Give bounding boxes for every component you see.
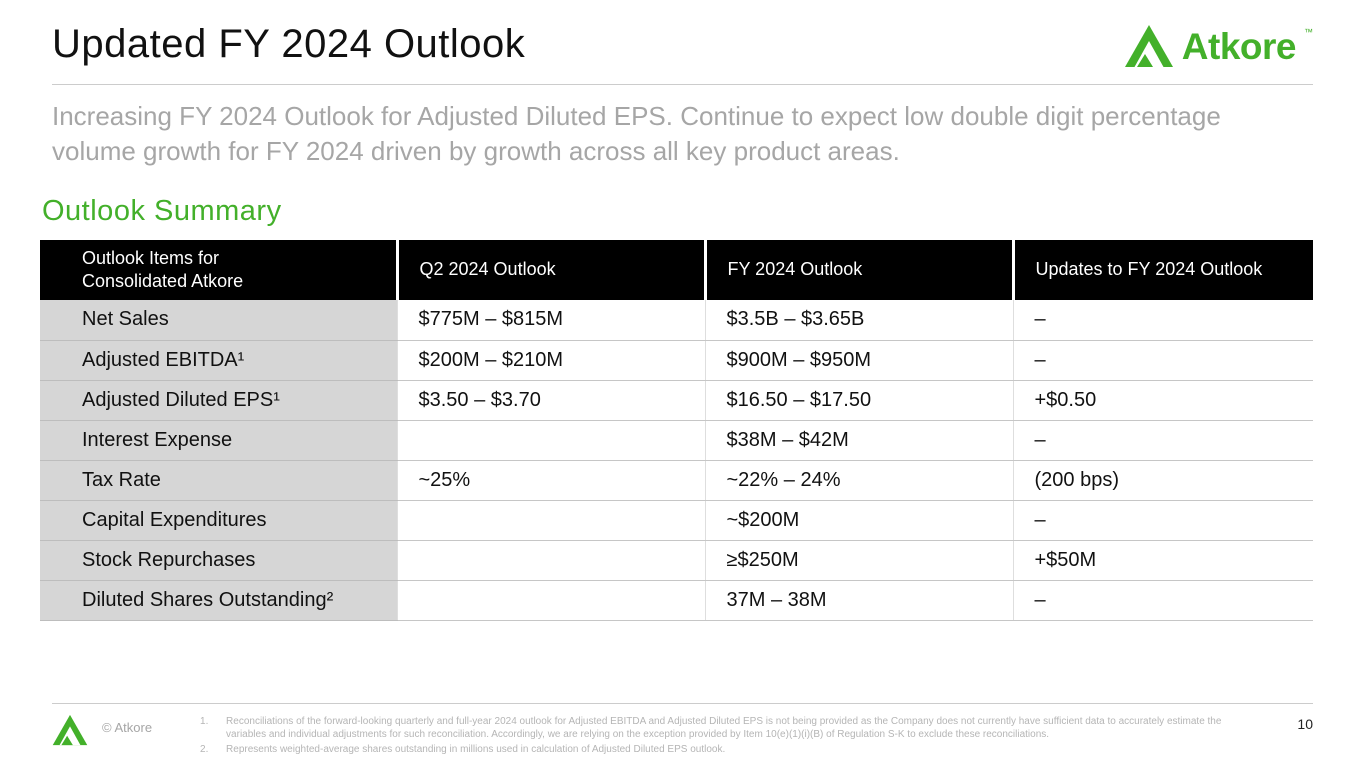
table-row: Adjusted Diluted EPS¹ $3.50 – $3.70 $16.…: [40, 380, 1313, 421]
table-row: Tax Rate ~25% ~22% – 24% (200 bps): [40, 460, 1313, 501]
cell-q2: [396, 580, 705, 621]
footer-divider: [52, 703, 1313, 704]
cell-q2: $775M – $815M: [396, 300, 705, 341]
header-updates-fy-2024-outlook: Updates to FY 2024 Outlook: [1011, 240, 1313, 301]
atkore-logo: Atkore ™: [1124, 24, 1313, 68]
table-header-row: Outlook Items for Consolidated Atkore Q2…: [40, 240, 1313, 301]
slide-footer: © Atkore 1. Reconciliations of the forwa…: [52, 703, 1313, 756]
cell-update: –: [1012, 580, 1313, 621]
row-label: Adjusted Diluted EPS¹: [40, 380, 397, 421]
cell-q2: ~25%: [396, 460, 705, 501]
row-label: Net Sales: [40, 300, 397, 341]
cell-q2: [396, 500, 705, 541]
cell-q2: $200M – $210M: [396, 340, 705, 381]
cell-update: (200 bps): [1012, 460, 1313, 501]
cell-fy: $38M – $42M: [704, 420, 1013, 461]
row-label: Stock Repurchases: [40, 540, 397, 581]
slide-subtitle: Increasing FY 2024 Outlook for Adjusted …: [52, 101, 1221, 167]
cell-q2: $3.50 – $3.70: [396, 380, 705, 421]
footer-row: © Atkore 1. Reconciliations of the forwa…: [52, 712, 1313, 756]
row-label: Diluted Shares Outstanding²: [40, 580, 397, 621]
cell-update: –: [1012, 300, 1313, 341]
cell-update: –: [1012, 340, 1313, 381]
cell-fy: ~22% – 24%: [704, 460, 1013, 501]
cell-q2: [396, 540, 705, 581]
section-heading: Outlook Summary: [42, 195, 282, 228]
page-number: 10: [1297, 716, 1313, 732]
atkore-footer-triangle-icon: [52, 714, 88, 746]
page-title: Updated FY 2024 Outlook: [52, 22, 526, 66]
footnote-text: Represents weighted-average shares outst…: [226, 744, 726, 755]
footnote-text: Reconciliations of the forward-looking q…: [226, 716, 1222, 740]
title-divider: [52, 84, 1313, 85]
slide-header: Updated FY 2024 Outlook Atkore ™: [0, 0, 1365, 68]
trademark-symbol: ™: [1304, 27, 1313, 37]
header-fy-2024-outlook: FY 2024 Outlook: [703, 240, 1013, 301]
cell-update: +$50M: [1012, 540, 1313, 581]
cell-fy: ~$200M: [704, 500, 1013, 541]
table-row: Adjusted EBITDA¹ $200M – $210M $900M – $…: [40, 340, 1313, 381]
row-label: Tax Rate: [40, 460, 397, 501]
cell-update: +$0.50: [1012, 380, 1313, 421]
table-row: Capital Expenditures ~$200M –: [40, 500, 1313, 541]
cell-q2: [396, 420, 705, 461]
outlook-table: Outlook Items for Consolidated Atkore Q2…: [40, 240, 1313, 621]
row-label: Adjusted EBITDA¹: [40, 340, 397, 381]
footnote-number: 2.: [200, 744, 209, 755]
footnotes: 1. Reconciliations of the forward-lookin…: [200, 715, 1255, 756]
row-label: Capital Expenditures: [40, 500, 397, 541]
table-row: Stock Repurchases ≥$250M +$50M: [40, 540, 1313, 581]
copyright-text: © Atkore: [102, 720, 153, 735]
cell-fy: $900M – $950M: [704, 340, 1013, 381]
cell-fy: $3.5B – $3.65B: [704, 300, 1013, 341]
header-outlook-items: Outlook Items for Consolidated Atkore: [40, 240, 397, 301]
table-row: Diluted Shares Outstanding² 37M – 38M –: [40, 580, 1313, 621]
header-q2-2024-outlook: Q2 2024 Outlook: [395, 240, 705, 301]
atkore-logo-text: Atkore: [1181, 25, 1297, 67]
cell-fy: $16.50 – $17.50: [704, 380, 1013, 421]
row-label: Interest Expense: [40, 420, 397, 461]
footnote-number: 1.: [200, 716, 209, 727]
table-row: Interest Expense $38M – $42M –: [40, 420, 1313, 461]
table-row: Net Sales $775M – $815M $3.5B – $3.65B –: [40, 300, 1313, 341]
cell-update: –: [1012, 420, 1313, 461]
cell-fy: ≥$250M: [704, 540, 1013, 581]
cell-update: –: [1012, 500, 1313, 541]
atkore-triangle-icon: [1124, 25, 1173, 67]
cell-fy: 37M – 38M: [704, 580, 1013, 621]
